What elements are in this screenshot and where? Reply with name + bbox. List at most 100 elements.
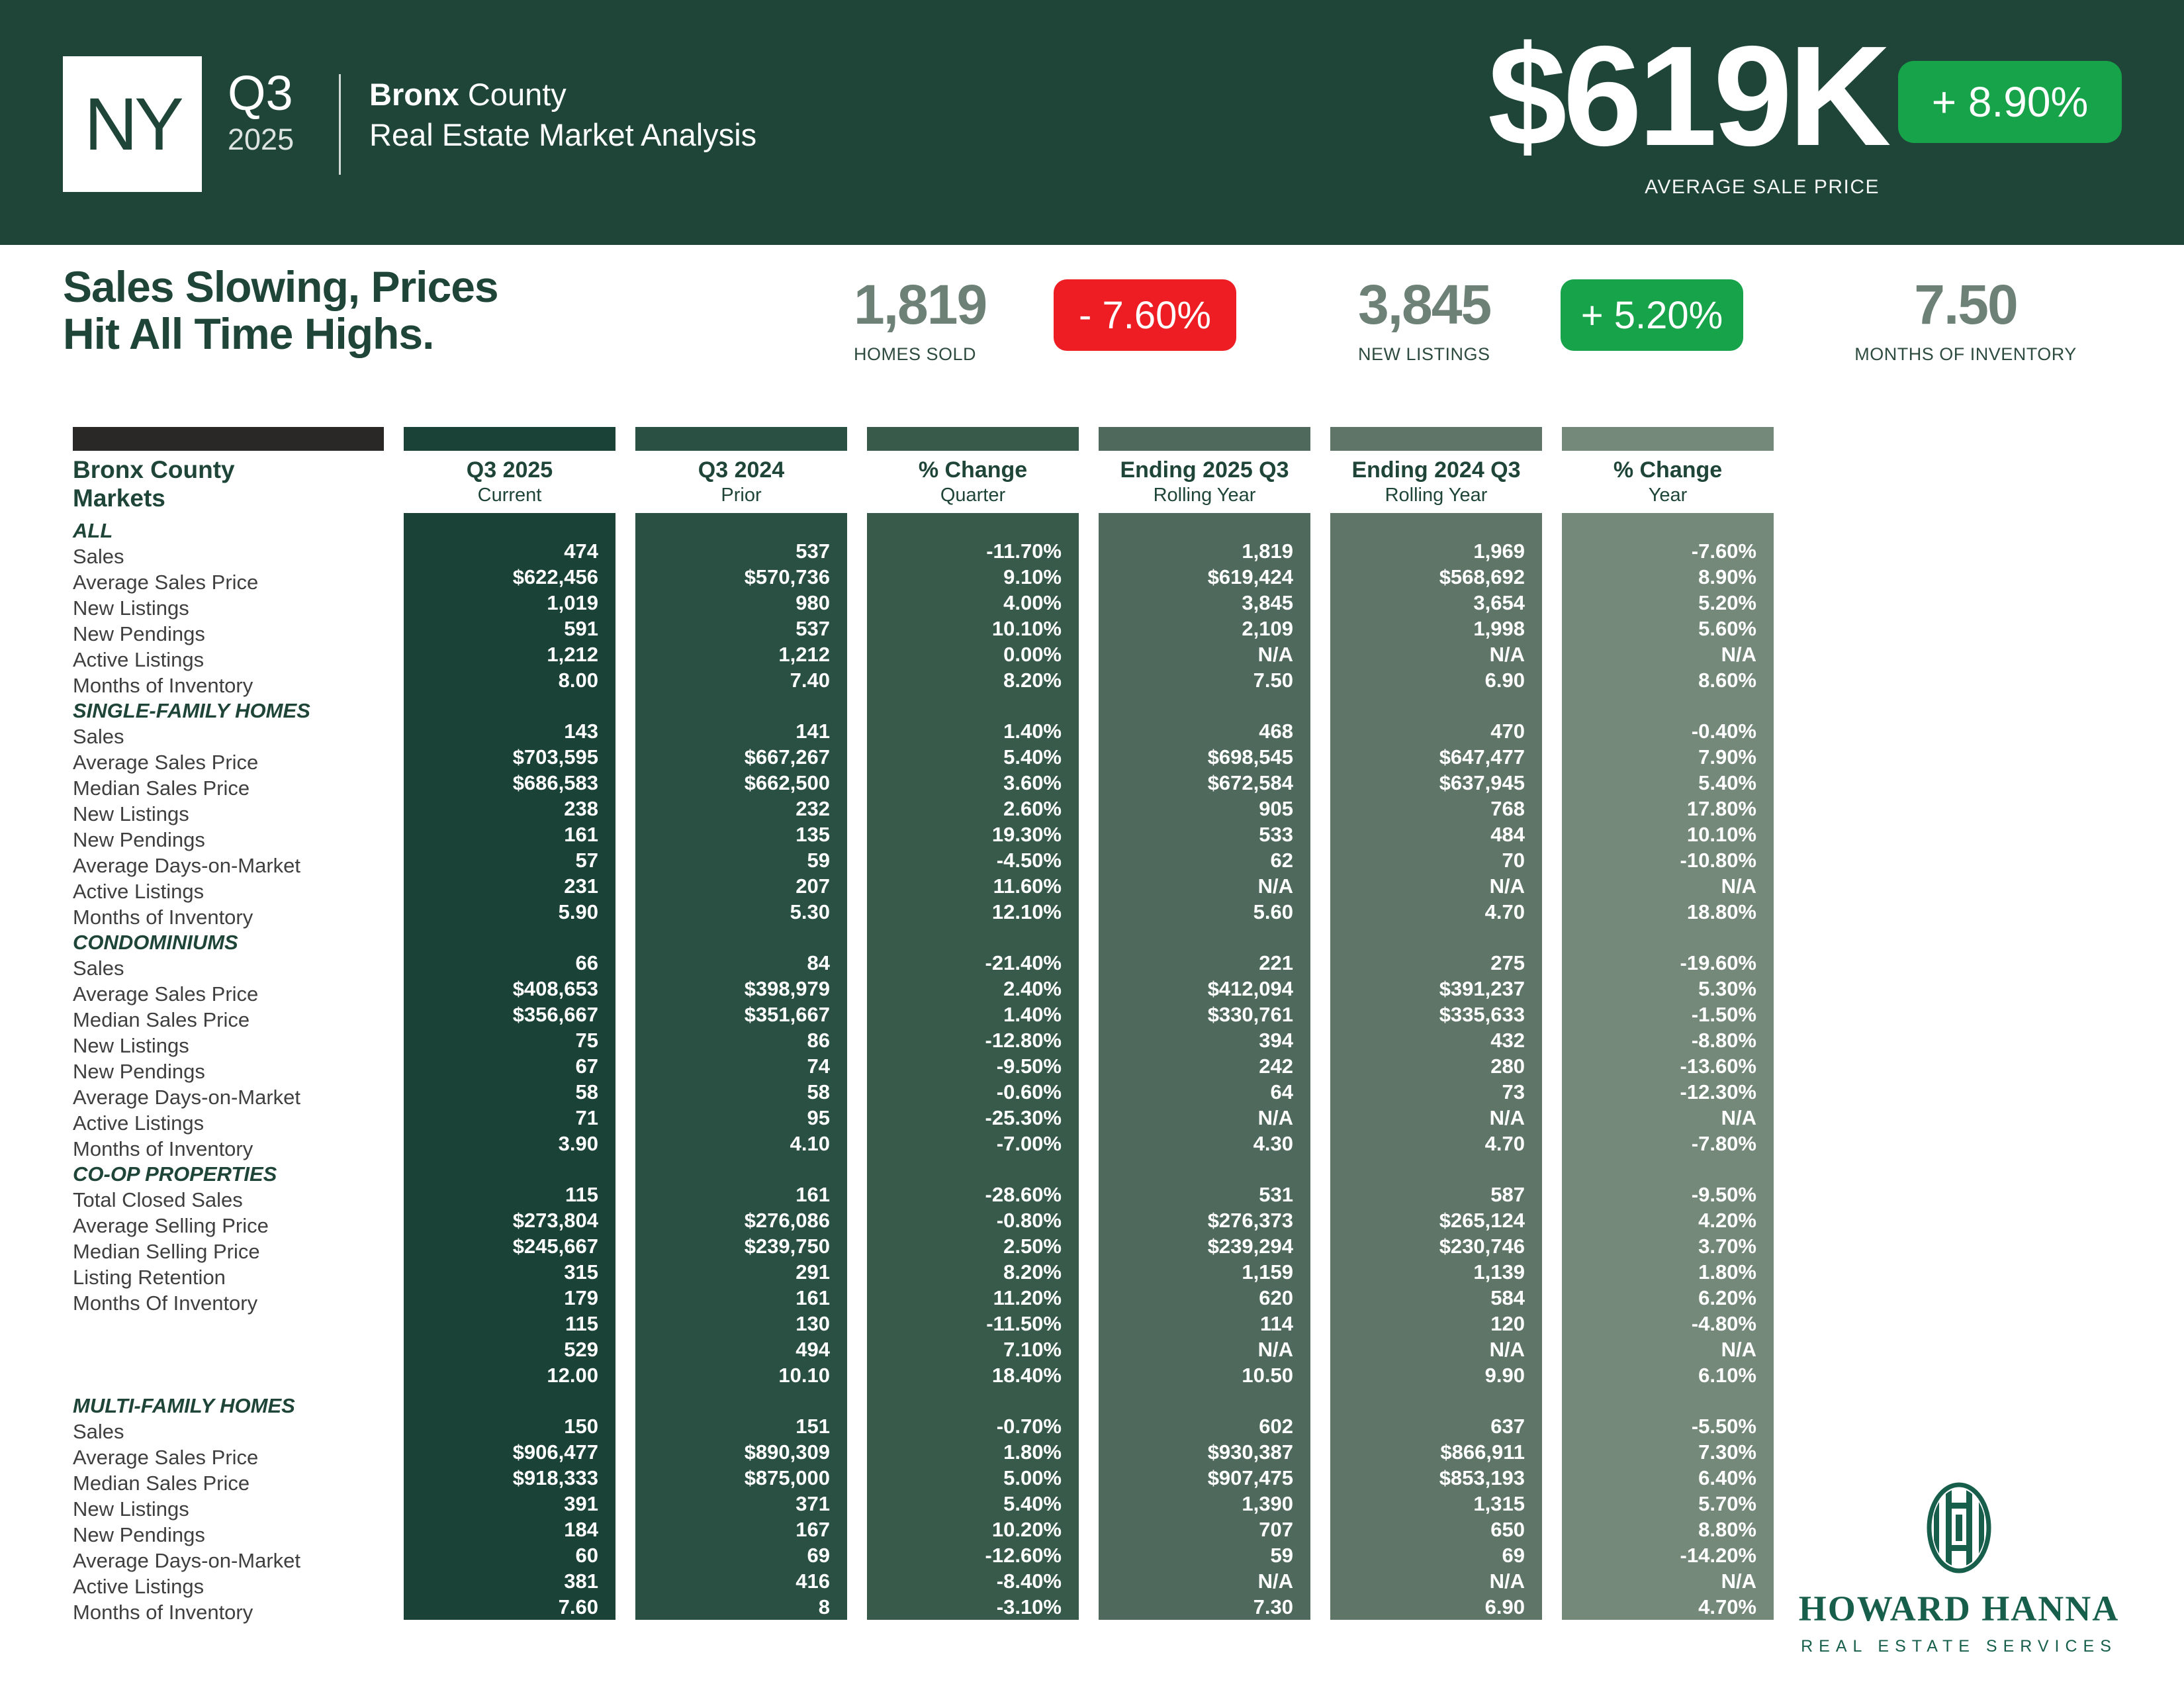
value-cell: N/A: [1099, 641, 1310, 667]
label-column-topbar: [73, 427, 384, 451]
value-cell: 315: [404, 1259, 615, 1285]
quarter-block: Q3 2025: [228, 69, 294, 155]
section-spacer-cell: [1099, 513, 1310, 538]
value-cell: 1,212: [635, 641, 847, 667]
column-topbar: [404, 427, 615, 451]
section-spacer-cell: [1562, 1156, 1774, 1182]
homes-sold-label: HOMES SOLD: [854, 344, 977, 364]
value-cell: $568,692: [1330, 564, 1542, 590]
value-cell: 1,139: [1330, 1259, 1542, 1285]
value-cell: 7.30: [1099, 1594, 1310, 1620]
value-cell: 371: [635, 1491, 847, 1517]
section-header: ALL: [73, 519, 113, 542]
value-cell: 1,969: [1330, 538, 1542, 564]
value-cell: 474: [404, 538, 615, 564]
value-cell: 291: [635, 1259, 847, 1285]
value-cell: 143: [404, 718, 615, 744]
value-cell: -8.40%: [867, 1568, 1079, 1594]
howard-hanna-logo-icon: [1927, 1482, 1991, 1573]
value-cell: 10.50: [1099, 1362, 1310, 1388]
value-cell: $907,475: [1099, 1465, 1310, 1491]
value-cell: -5.50%: [1562, 1413, 1774, 1439]
value-cell: 391: [404, 1491, 615, 1517]
homes-sold-stat: 1,819 HOMES SOLD: [854, 277, 987, 365]
row-label: Sales: [73, 544, 124, 568]
homes-sold-change-badge: - 7.60%: [1054, 279, 1236, 351]
value-cell: 394: [1099, 1027, 1310, 1053]
value-cell: 5.70%: [1562, 1491, 1774, 1517]
section-spacer-cell: [635, 693, 847, 718]
section-spacer-cell: [1099, 1156, 1310, 1182]
column-header-sub: Rolling Year: [1385, 485, 1488, 506]
row-label: Months of Inventory: [73, 673, 253, 697]
value-cell: 17.80%: [1562, 796, 1774, 821]
value-cell: 3.70%: [1562, 1233, 1774, 1259]
column-header-sub: Rolling Year: [1153, 485, 1256, 506]
value-cell: 161: [635, 1285, 847, 1311]
section-spacer-cell: [1330, 925, 1542, 950]
value-cell: -4.50%: [867, 847, 1079, 873]
headline-line1: Sales Slowing, Prices: [63, 262, 499, 311]
section-spacer-cell: [1562, 925, 1774, 950]
row-label: Median Selling Price: [73, 1239, 260, 1263]
county-name: Bronx: [369, 77, 459, 112]
value-cell: 1,998: [1330, 616, 1542, 641]
value-cell: 494: [635, 1336, 847, 1362]
value-cell: 1,159: [1099, 1259, 1310, 1285]
value-cell: 5.30: [635, 899, 847, 925]
section-spacer-cell: [404, 693, 615, 718]
column-header-title: Q3 2025: [466, 457, 553, 483]
value-cell: -12.60%: [867, 1542, 1079, 1568]
row-label: Listing Retention: [73, 1265, 226, 1289]
value-cell: 9.10%: [867, 564, 1079, 590]
value-cell: -19.60%: [1562, 950, 1774, 976]
value-cell: $351,667: [635, 1002, 847, 1027]
value-cell: 12.10%: [867, 899, 1079, 925]
column-header-sub: Current: [477, 485, 542, 506]
value-cell: $276,373: [1099, 1207, 1310, 1233]
section-header: CO-OP PROPERTIES: [73, 1162, 277, 1186]
value-cell: 1,819: [1099, 538, 1310, 564]
value-cell: 707: [1099, 1517, 1310, 1542]
row-label: Median Sales Price: [73, 776, 250, 800]
value-cell: 587: [1330, 1182, 1542, 1207]
row-label: Average Selling Price: [73, 1213, 269, 1237]
section-spacer-cell: [1330, 513, 1542, 538]
value-cell: 75: [404, 1027, 615, 1053]
new-listings-change-badge: + 5.20%: [1561, 279, 1743, 351]
column-topbar: [1330, 427, 1542, 451]
section-spacer-cell: [867, 513, 1079, 538]
value-cell: N/A: [1330, 873, 1542, 899]
value-cell: 416: [635, 1568, 847, 1594]
row-label: Sales: [73, 956, 124, 980]
brand-block: HOWARD HANNA REAL ESTATE SERVICES: [1787, 1481, 2131, 1656]
value-cell: 3.90: [404, 1131, 615, 1156]
value-cell: 4.70%: [1562, 1594, 1774, 1620]
value-cell: 151: [635, 1413, 847, 1439]
value-cell: 242: [1099, 1053, 1310, 1079]
value-cell: $698,545: [1099, 744, 1310, 770]
value-cell: 62: [1099, 847, 1310, 873]
value-cell: -0.70%: [867, 1413, 1079, 1439]
value-cell: 5.40%: [1562, 770, 1774, 796]
value-cell: 221: [1099, 950, 1310, 976]
value-cell: 602: [1099, 1413, 1310, 1439]
value-cell: 71: [404, 1105, 615, 1131]
value-cell: 1,315: [1330, 1491, 1542, 1517]
row-label: Total Closed Sales: [73, 1188, 243, 1211]
value-cell: 531: [1099, 1182, 1310, 1207]
value-cell: -10.80%: [1562, 847, 1774, 873]
new-listings-label: NEW LISTINGS: [1358, 344, 1490, 364]
value-cell: $906,477: [404, 1439, 615, 1465]
value-cell: $408,653: [404, 976, 615, 1002]
value-cell: -11.70%: [867, 538, 1079, 564]
value-cell: 2.40%: [867, 976, 1079, 1002]
value-cell: 115: [404, 1182, 615, 1207]
months-inventory-label: MONTHS OF INVENTORY: [1854, 344, 2077, 364]
value-cell: 3,845: [1099, 590, 1310, 616]
row-label: New Pendings: [73, 1523, 205, 1546]
value-cell: 4.70: [1330, 899, 1542, 925]
value-cell: 8.60%: [1562, 667, 1774, 693]
county-suffix: County: [467, 77, 567, 112]
